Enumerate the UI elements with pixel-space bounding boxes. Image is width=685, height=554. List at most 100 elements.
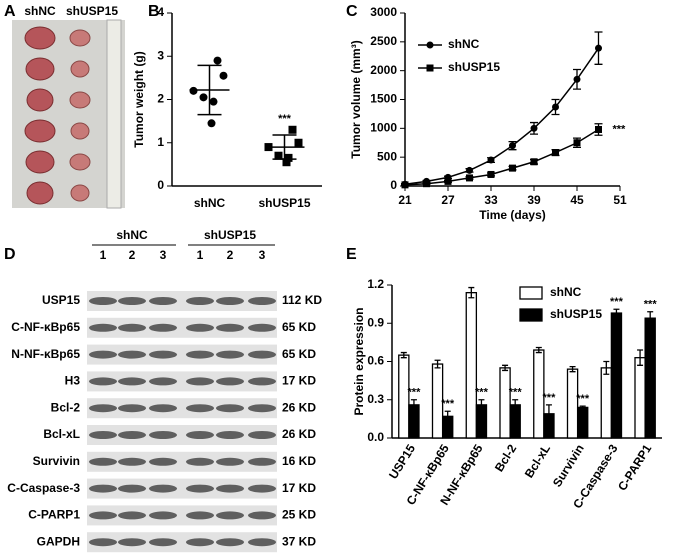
y-tick-label: 3 bbox=[157, 48, 164, 62]
marker bbox=[423, 180, 430, 188]
line bbox=[404, 128, 599, 186]
marker bbox=[426, 41, 434, 49]
marker bbox=[207, 119, 216, 128]
protein-name: Bcl-2 bbox=[51, 400, 81, 414]
annotation: *** bbox=[613, 123, 627, 135]
blot-band bbox=[149, 404, 177, 413]
marker bbox=[213, 56, 222, 65]
error-bar bbox=[400, 351, 407, 359]
error-bar bbox=[603, 360, 610, 375]
bar bbox=[600, 367, 613, 439]
error-bar bbox=[444, 410, 451, 423]
x-tick-label: shNC bbox=[194, 196, 226, 210]
marker bbox=[401, 181, 409, 189]
blot-band bbox=[186, 404, 214, 413]
blot-band bbox=[149, 431, 177, 439]
blot-band bbox=[186, 431, 214, 439]
lane-label: 3 bbox=[160, 248, 167, 262]
panel-label: C bbox=[346, 3, 358, 20]
blot-band bbox=[216, 538, 244, 547]
legend-label: shUSP15 bbox=[550, 307, 602, 321]
marker bbox=[189, 86, 198, 95]
error-bar bbox=[579, 405, 586, 410]
protein-size: 26 KD bbox=[282, 400, 316, 414]
protein-name: Survivin bbox=[33, 454, 80, 468]
y-tick-label: 1 bbox=[157, 135, 164, 149]
x-tick-label: shUSP15 bbox=[258, 196, 310, 210]
y-tick-label: 4 bbox=[157, 5, 164, 19]
blot-strip bbox=[87, 371, 277, 392]
panel-label: B bbox=[148, 3, 160, 20]
blot-band bbox=[118, 297, 146, 305]
tumor-photo bbox=[12, 20, 125, 208]
blot-band bbox=[149, 511, 177, 520]
protein-size: 65 KD bbox=[282, 320, 316, 334]
protein-name: C-Caspase-3 bbox=[7, 481, 80, 495]
marker bbox=[426, 64, 434, 72]
significance: *** bbox=[475, 387, 489, 399]
error-bar bbox=[272, 134, 297, 160]
marker bbox=[444, 177, 452, 185]
protein-size: 25 KD bbox=[282, 508, 316, 522]
blot-band bbox=[186, 457, 214, 466]
protein-name: USP15 bbox=[42, 293, 80, 307]
tumor bbox=[70, 60, 90, 78]
blot-band bbox=[89, 377, 117, 386]
blot-band bbox=[248, 297, 276, 305]
error-bar bbox=[637, 349, 644, 366]
protein-size: 16 KD bbox=[282, 454, 316, 468]
y-tick-label: 0 bbox=[157, 178, 164, 192]
tumor bbox=[25, 57, 55, 81]
blot-strip bbox=[87, 451, 277, 472]
tumor bbox=[25, 150, 55, 174]
blot-band bbox=[216, 297, 244, 305]
marker bbox=[552, 103, 559, 111]
blot-band bbox=[89, 457, 117, 466]
blot-band bbox=[89, 404, 117, 413]
blot-band bbox=[89, 323, 117, 332]
error-bar bbox=[613, 308, 620, 318]
y-tick-label: 0.3 bbox=[367, 392, 384, 406]
blot-band bbox=[248, 431, 276, 439]
x-tick-label: USP15 bbox=[386, 442, 418, 482]
legend-label: shUSP15 bbox=[448, 60, 500, 74]
y-tick-label: 2000 bbox=[370, 63, 397, 77]
marker bbox=[530, 158, 538, 166]
legend-label: shNC bbox=[448, 37, 480, 51]
protein-size: 17 KD bbox=[282, 374, 316, 388]
group-label: shNC bbox=[116, 228, 148, 242]
blot-band bbox=[216, 323, 244, 332]
error-bar bbox=[468, 286, 475, 299]
marker bbox=[284, 153, 293, 162]
blot-band bbox=[216, 511, 244, 520]
marker bbox=[219, 71, 228, 80]
blot-band bbox=[186, 377, 214, 386]
blot-band bbox=[248, 538, 276, 547]
protein-name: C-PARP1 bbox=[28, 508, 80, 522]
blot-band bbox=[149, 457, 177, 466]
x-tick-label: 33 bbox=[484, 193, 498, 207]
x-tick-label: 27 bbox=[441, 193, 455, 207]
blot-strip bbox=[87, 398, 277, 419]
marker bbox=[595, 125, 602, 133]
blot-band bbox=[118, 350, 146, 359]
marker bbox=[487, 170, 495, 178]
significance: *** bbox=[576, 393, 590, 405]
marker bbox=[573, 75, 581, 83]
blot-band bbox=[248, 511, 276, 520]
group-label: shUSP15 bbox=[66, 4, 118, 18]
significance: *** bbox=[610, 296, 624, 308]
blot-band bbox=[248, 350, 276, 359]
protein-name: GAPDH bbox=[37, 534, 80, 548]
y-tick-label: 1000 bbox=[370, 121, 397, 135]
blot-band bbox=[248, 323, 276, 332]
blot-band bbox=[89, 484, 117, 493]
group-label: shNC bbox=[24, 4, 56, 18]
y-tick-label: 0.9 bbox=[367, 315, 384, 329]
legend-swatch bbox=[519, 286, 543, 300]
blot-band bbox=[186, 484, 214, 493]
lane-label: 1 bbox=[100, 248, 107, 262]
tumor bbox=[69, 29, 91, 47]
tumor bbox=[70, 184, 90, 202]
